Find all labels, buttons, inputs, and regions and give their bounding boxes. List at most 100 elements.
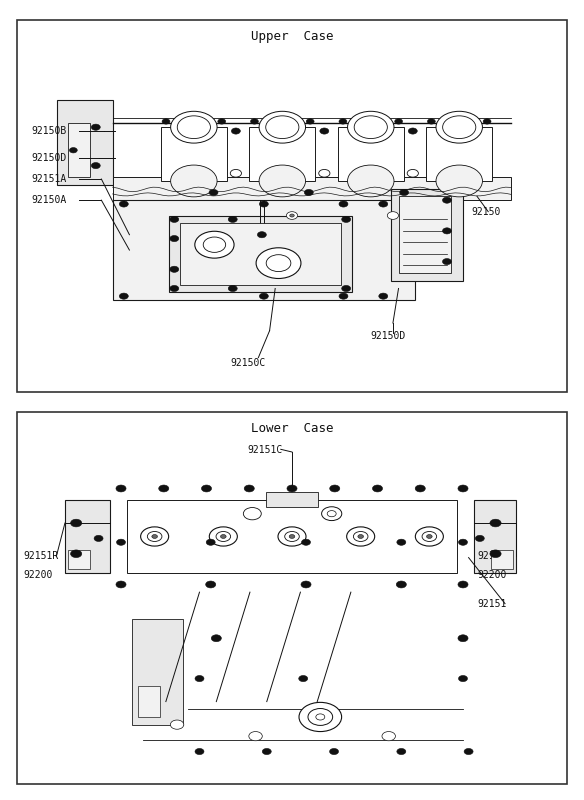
Circle shape [342,216,350,222]
Circle shape [399,190,409,195]
Circle shape [218,118,225,124]
Circle shape [206,581,215,588]
Bar [266,492,318,507]
Circle shape [320,128,329,134]
Bar [161,127,227,181]
Circle shape [290,214,294,217]
Circle shape [397,581,406,588]
Circle shape [299,675,308,682]
Circle shape [387,212,398,219]
Circle shape [339,293,348,299]
Circle shape [319,170,330,177]
Circle shape [209,527,237,546]
Circle shape [171,165,217,197]
Circle shape [301,581,311,588]
Circle shape [327,510,336,517]
Circle shape [266,254,291,271]
Circle shape [373,485,383,492]
Circle shape [415,485,425,492]
Bar [474,500,516,573]
Text: 92150B: 92150B [32,126,67,136]
Circle shape [171,720,184,730]
Text: 92200: 92200 [477,570,506,580]
Text: PartsRepublicOnly: PartsRepublicOnly [193,175,391,294]
Circle shape [211,634,221,642]
Circle shape [475,535,484,542]
Circle shape [170,286,179,291]
Circle shape [256,248,301,278]
Circle shape [306,118,314,124]
Circle shape [415,527,443,546]
Bar [68,550,90,569]
Circle shape [116,485,126,492]
Circle shape [117,539,126,546]
Text: 92200: 92200 [23,570,52,580]
Circle shape [329,749,339,754]
Circle shape [259,293,268,299]
Circle shape [339,118,347,124]
Circle shape [436,111,482,143]
Circle shape [249,731,262,741]
Circle shape [119,201,128,207]
Circle shape [71,519,82,527]
Circle shape [426,534,432,538]
Bar [426,127,492,181]
Polygon shape [132,588,188,755]
Circle shape [171,111,217,143]
Bar [127,500,457,573]
Circle shape [94,535,103,542]
Circle shape [259,201,268,207]
Text: 92151: 92151 [477,598,506,609]
Circle shape [443,228,451,234]
Circle shape [347,527,375,546]
Circle shape [244,485,254,492]
Circle shape [259,111,305,143]
Text: 92151A: 92151A [32,174,67,184]
Circle shape [231,128,241,134]
Circle shape [170,266,179,272]
Bar [68,123,90,177]
Text: 92151R: 92151R [23,550,58,561]
Bar [113,200,415,300]
Circle shape [195,675,204,682]
Circle shape [69,147,77,153]
Polygon shape [113,81,510,300]
Text: Upper  Case: Upper Case [251,30,333,43]
Circle shape [206,539,215,546]
Circle shape [209,190,218,195]
Bar [65,500,110,573]
Circle shape [443,258,451,265]
Circle shape [141,527,169,546]
Circle shape [91,124,100,130]
Text: 92150D: 92150D [32,153,67,163]
Circle shape [427,118,435,124]
Circle shape [490,519,501,527]
Circle shape [266,116,299,138]
Circle shape [91,162,100,169]
Circle shape [379,293,388,299]
Text: 92151C: 92151C [247,445,283,455]
Bar [110,485,474,588]
Circle shape [244,507,261,520]
Circle shape [230,170,241,177]
Circle shape [347,165,394,197]
Bar [338,127,404,181]
Circle shape [316,714,325,720]
Circle shape [301,539,311,546]
Circle shape [278,527,306,546]
Circle shape [483,118,491,124]
Circle shape [443,116,476,138]
Circle shape [443,197,451,203]
Bar [132,619,183,725]
Circle shape [308,709,333,726]
Circle shape [285,531,299,542]
Circle shape [347,111,394,143]
Circle shape [178,116,210,138]
Circle shape [382,731,395,741]
Circle shape [322,506,342,521]
Bar [138,686,160,717]
Circle shape [330,485,340,492]
Bar [113,177,510,200]
Circle shape [221,534,226,538]
Circle shape [228,286,237,291]
